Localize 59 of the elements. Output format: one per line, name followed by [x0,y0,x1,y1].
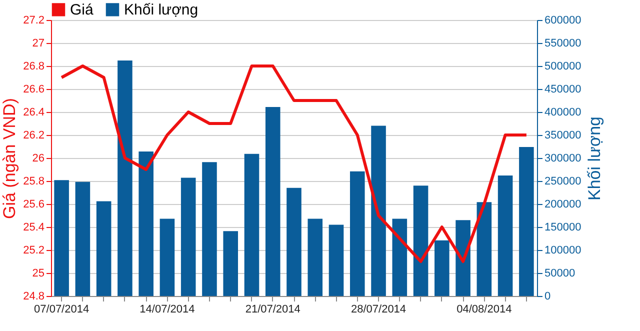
bar [180,178,196,296]
bar [75,182,90,296]
line-series [60,64,528,263]
y-tick-label: 26.2 [23,130,44,142]
bar [434,240,450,296]
bar [96,201,112,296]
bar [413,186,428,296]
bar [328,224,344,296]
bar [223,231,238,296]
bar [244,154,260,296]
bar [371,126,386,296]
y2-tick-label: 0 [544,290,551,302]
y2-tick-label: 600000 [544,14,582,26]
bar [308,218,323,296]
x-tick-label: 14/07/2014 [140,304,195,316]
y-tick-label: 26.6 [23,84,44,96]
y2-tick-label: 450000 [544,84,582,96]
bar [265,106,280,296]
bar [202,162,217,296]
y2-tick-label: 150000 [544,222,582,234]
y-tick-label: 25 [32,268,44,280]
bar [456,220,470,296]
y2-axis-title: Khối lượng [585,116,604,200]
y2-tick-label: 250000 [544,176,582,188]
y-tick-label: 25.4 [23,222,44,234]
legend-label: Giá [70,2,94,19]
y2-tick-label: 350000 [544,130,582,142]
y-tick-label: 26 [32,152,44,164]
y-axis-title: Giá (ngàn VND) [0,98,20,219]
y2-tick-label: 50000 [544,268,576,280]
y-tick-label: 25.8 [23,176,44,188]
bar [476,202,492,296]
y2-tick-label: 500000 [544,60,582,72]
y2-tick-label: 200000 [544,198,582,210]
bar [392,218,408,296]
y-tick-label: 26.8 [23,60,44,72]
bar [498,175,513,296]
y-tick-label: 26.4 [23,106,44,118]
bar [350,171,365,296]
legend-label: Khối lượng [124,2,198,19]
x-tick-label: 21/07/2014 [245,304,300,316]
y2-tick-label: 300000 [544,152,582,164]
bar [286,188,302,296]
y-tick-label: 27 [32,38,44,50]
x-tick-label: 07/07/2014 [34,304,90,316]
bar [54,180,69,296]
bar [138,152,154,296]
y2-tick-label: 550000 [544,38,582,50]
x-tick-label: 04/08/2014 [456,304,512,316]
y2-tick-label: 400000 [544,106,582,118]
bar [118,60,132,296]
bar [519,146,534,296]
y-tick-label: 24.8 [23,290,44,302]
bar [160,218,175,296]
y-tick-label: 25.2 [23,244,44,256]
y-tick-label: 25.6 [23,198,44,210]
x-tick-label: 28/07/2014 [350,304,406,316]
y-tick-label: 27.2 [23,14,44,26]
y2-tick-label: 100000 [544,244,582,256]
